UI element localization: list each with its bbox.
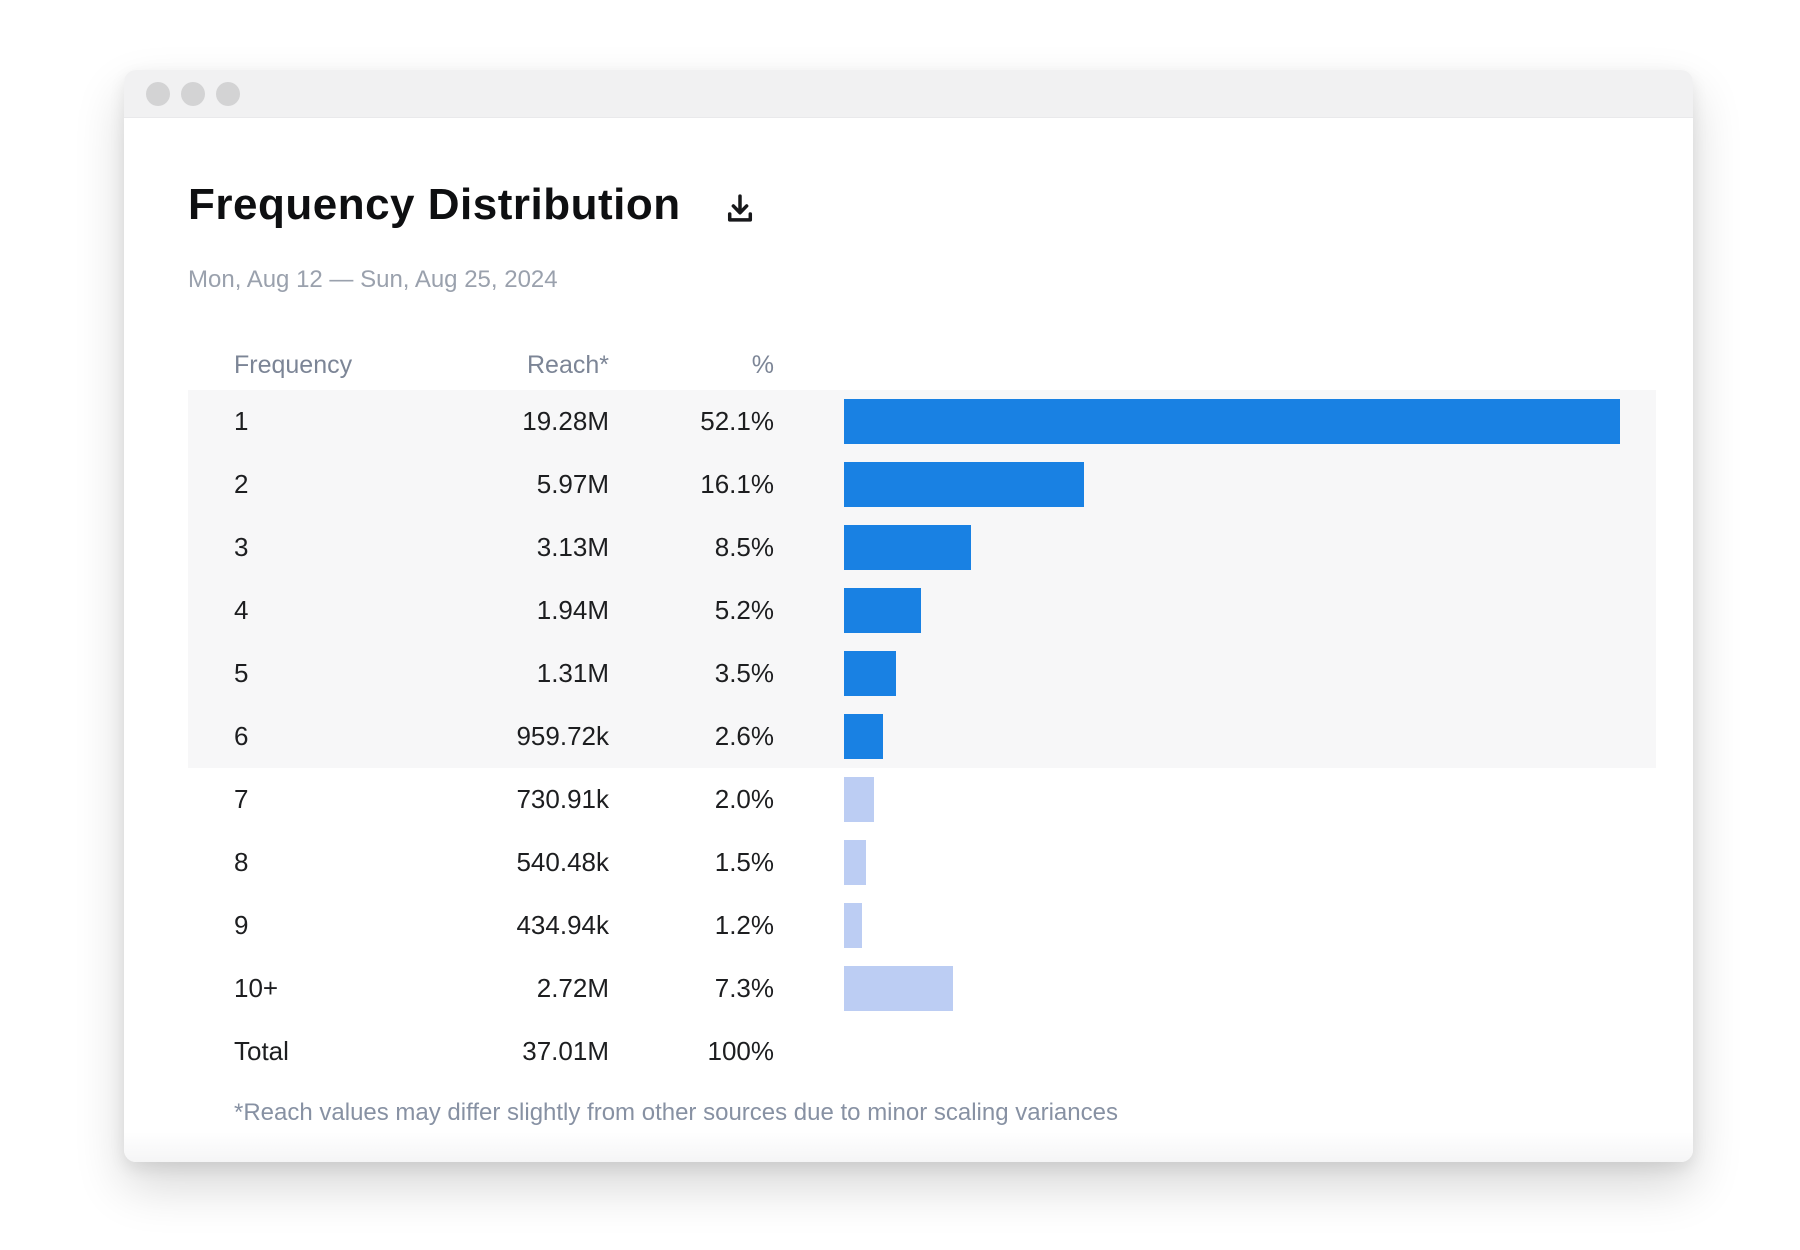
reach-bar xyxy=(844,399,1620,444)
percent-cell: 8.5% xyxy=(714,532,774,562)
reach-cell: 730.91k xyxy=(516,784,609,814)
percent-cell: 2.0% xyxy=(714,784,774,814)
reach-bar xyxy=(844,840,867,885)
percent-cell: 5.2% xyxy=(714,595,774,625)
reach-bar xyxy=(844,777,874,822)
reach-cell: 5.97M xyxy=(536,469,609,499)
window-control-dot[interactable] xyxy=(146,81,170,106)
bar-cell xyxy=(774,714,1620,759)
table-row: 7 730.91k 2.0% xyxy=(188,768,1656,831)
reach-bar xyxy=(844,588,922,633)
bar-cell xyxy=(774,777,1620,822)
table-row: 8 540.48k 1.5% xyxy=(188,831,1656,894)
bar-cell xyxy=(774,966,1620,1011)
percent-cell: 1.5% xyxy=(714,847,774,877)
table-row: 1 19.28M 52.1% xyxy=(188,390,1656,453)
footnote: *Reach values may differ slightly from o… xyxy=(234,1099,1118,1126)
page-title: Frequency Distribution xyxy=(188,180,681,229)
download-button[interactable] xyxy=(719,187,761,229)
total-percent: 100% xyxy=(707,1036,775,1066)
percent-cell: 1.2% xyxy=(714,910,774,940)
window-footer xyxy=(124,1132,1693,1162)
reach-bar xyxy=(844,903,862,948)
reach-cell: 1.94M xyxy=(536,595,609,625)
reach-bar xyxy=(844,525,971,570)
reach-cell: 1.31M xyxy=(536,658,609,688)
column-header-percent: % xyxy=(751,350,774,379)
reach-bar xyxy=(844,462,1084,507)
percent-cell: 7.3% xyxy=(714,973,774,1003)
frequency-cell: 1 xyxy=(234,406,249,436)
reach-bar xyxy=(844,651,897,696)
table-row: 6 959.72k 2.6% xyxy=(188,705,1656,768)
window-control-dot[interactable] xyxy=(181,81,205,106)
reach-cell: 2.72M xyxy=(536,973,609,1003)
date-range: Mon, Aug 12 — Sun, Aug 25, 2024 xyxy=(188,266,558,293)
bar-cell xyxy=(774,462,1620,507)
frequency-cell: 5 xyxy=(234,658,249,688)
percent-cell: 3.5% xyxy=(714,658,774,688)
reach-cell: 434.94k xyxy=(516,910,609,940)
app-window: Frequency Distribution Mon, Aug 12 — Sun… xyxy=(124,70,1693,1162)
frequency-cell: 2 xyxy=(234,469,249,499)
percent-cell: 52.1% xyxy=(700,406,774,436)
table-row: 4 1.94M 5.2% xyxy=(188,579,1656,642)
table-row: 5 1.31M 3.5% xyxy=(188,642,1656,705)
reach-cell: 540.48k xyxy=(516,847,609,877)
table-row: 2 5.97M 16.1% xyxy=(188,453,1656,516)
table-header-row: Frequency Reach* % xyxy=(188,340,1656,390)
bar-cell xyxy=(774,651,1620,696)
column-header-frequency: Frequency xyxy=(234,350,353,379)
reach-cell: 19.28M xyxy=(522,406,609,436)
percent-cell: 2.6% xyxy=(714,721,774,751)
column-header-reach: Reach* xyxy=(527,350,609,379)
frequency-table: Frequency Reach* % 1 19.28M 52.1% 2 5.97… xyxy=(188,340,1656,1083)
frequency-cell: 4 xyxy=(234,595,249,625)
reach-bar xyxy=(844,966,953,1011)
bar-cell xyxy=(774,588,1620,633)
download-icon xyxy=(727,194,752,222)
table-row: 10+ 2.72M 7.3% xyxy=(188,957,1656,1020)
percent-cell: 16.1% xyxy=(700,469,774,499)
table-body: 1 19.28M 52.1% 2 5.97M 16.1% 3 3.13M 8.5… xyxy=(188,390,1656,1020)
window-control-dot[interactable] xyxy=(216,81,240,106)
reach-bar xyxy=(844,714,883,759)
total-reach: 37.01M xyxy=(522,1036,609,1066)
table-row: 9 434.94k 1.2% xyxy=(188,894,1656,957)
window-titlebar xyxy=(124,70,1693,118)
reach-cell: 959.72k xyxy=(516,721,609,751)
frequency-cell: 9 xyxy=(234,910,249,940)
total-label: Total xyxy=(234,1036,289,1066)
reach-cell: 3.13M xyxy=(536,532,609,562)
bar-cell xyxy=(774,399,1620,444)
table-row: 3 3.13M 8.5% xyxy=(188,516,1656,579)
table-total-row: Total 37.01M 100% xyxy=(188,1020,1656,1083)
bar-cell xyxy=(774,903,1620,948)
frequency-cell: 6 xyxy=(234,721,249,751)
frequency-cell: 8 xyxy=(234,847,249,877)
frequency-cell: 7 xyxy=(234,784,249,814)
bar-cell xyxy=(774,840,1620,885)
frequency-cell: 10+ xyxy=(234,973,279,1003)
frequency-cell: 3 xyxy=(234,532,249,562)
bar-cell xyxy=(774,525,1620,570)
report-content: Frequency Distribution Mon, Aug 12 — Sun… xyxy=(124,178,1693,1127)
